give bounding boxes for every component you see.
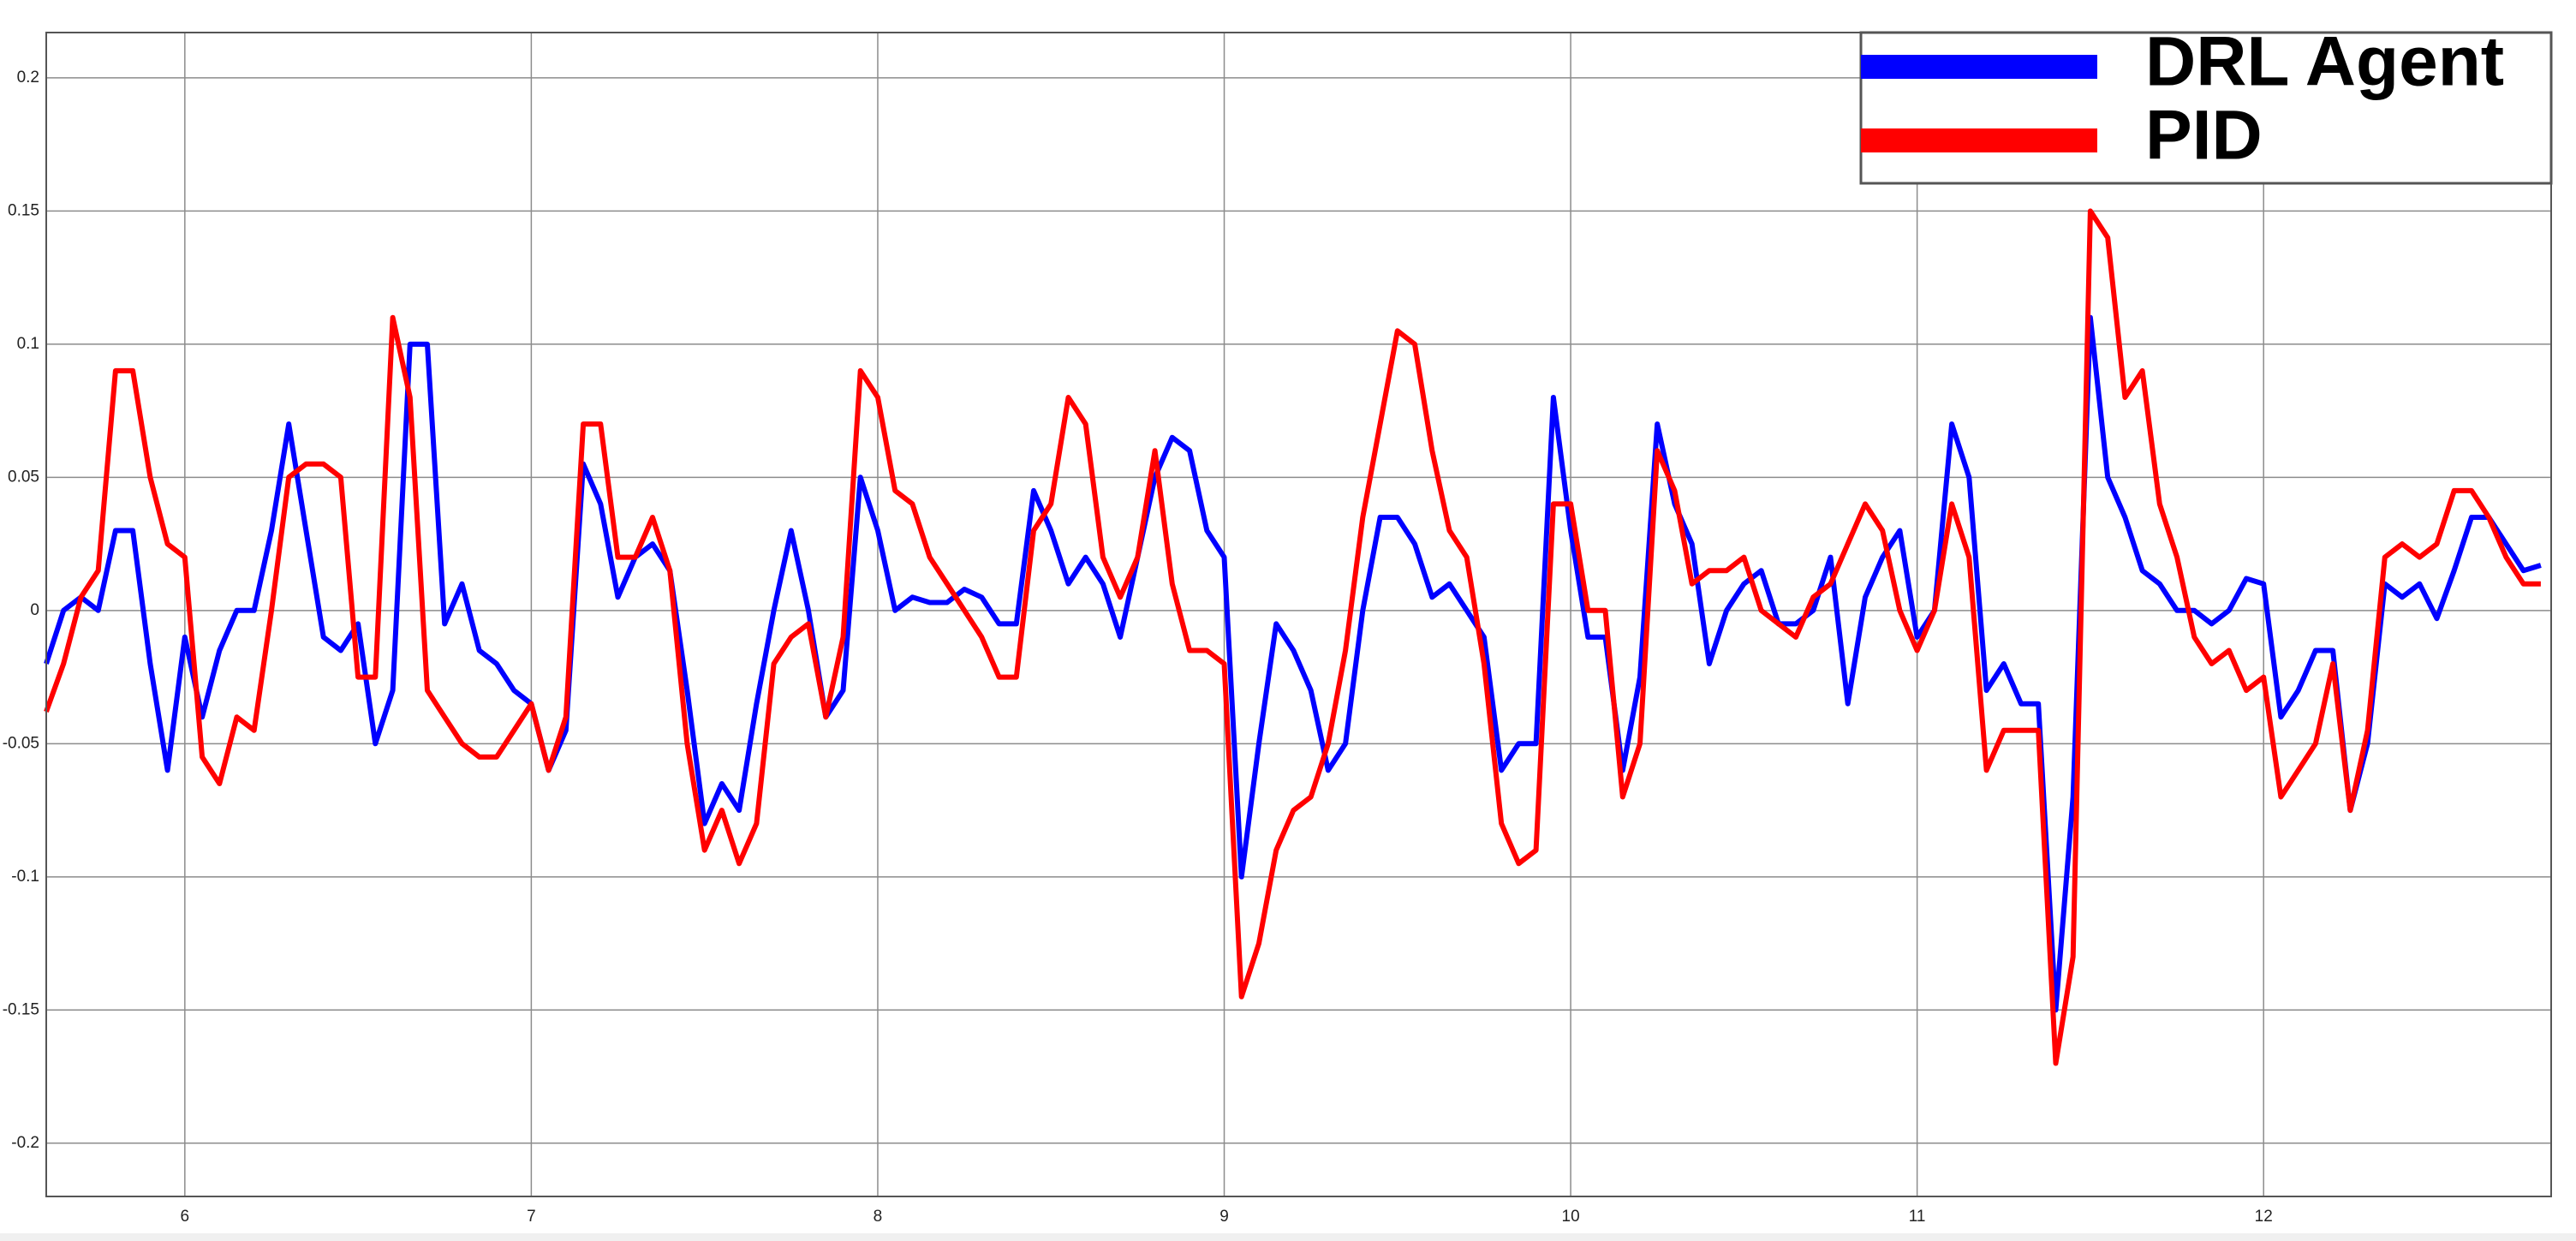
legend-label: PID [2145, 97, 2263, 175]
x-tick-label: 8 [874, 1208, 883, 1226]
plot-lines [44, 208, 2542, 1066]
series-line [44, 208, 2541, 1066]
y-tick-label: 0.05 [8, 468, 39, 486]
x-tick-label: 7 [527, 1208, 536, 1226]
y-tick-label: 0.15 [8, 201, 39, 219]
legend-label: DRL Agent [2145, 23, 2504, 101]
x-tick-label: 6 [181, 1208, 190, 1226]
y-tick-label: -0.15 [3, 1000, 39, 1018]
plot-frame [45, 32, 2552, 1197]
y-tick-label: 0.1 [17, 335, 39, 353]
x-tick-label: 9 [1219, 1208, 1229, 1226]
x-tick-label: 11 [1909, 1208, 1926, 1226]
y-tick-label: 0.2 [17, 69, 39, 87]
y-tick-label: -0.2 [11, 1134, 39, 1152]
x-tick-label: 10 [1562, 1208, 1580, 1226]
y-tick-label: 0 [30, 601, 39, 619]
series-line [44, 314, 2542, 1013]
y-tick-label: -0.05 [3, 734, 39, 752]
x-tick-label: 12 [2255, 1208, 2273, 1226]
grid: 0.2 0.15 0.1 0.05 0 -0.05 -0.1 -0.15 -0.2 6 7 8 9 10 1… [3, 33, 2551, 1226]
y-tick-label: -0.1 [11, 868, 39, 886]
